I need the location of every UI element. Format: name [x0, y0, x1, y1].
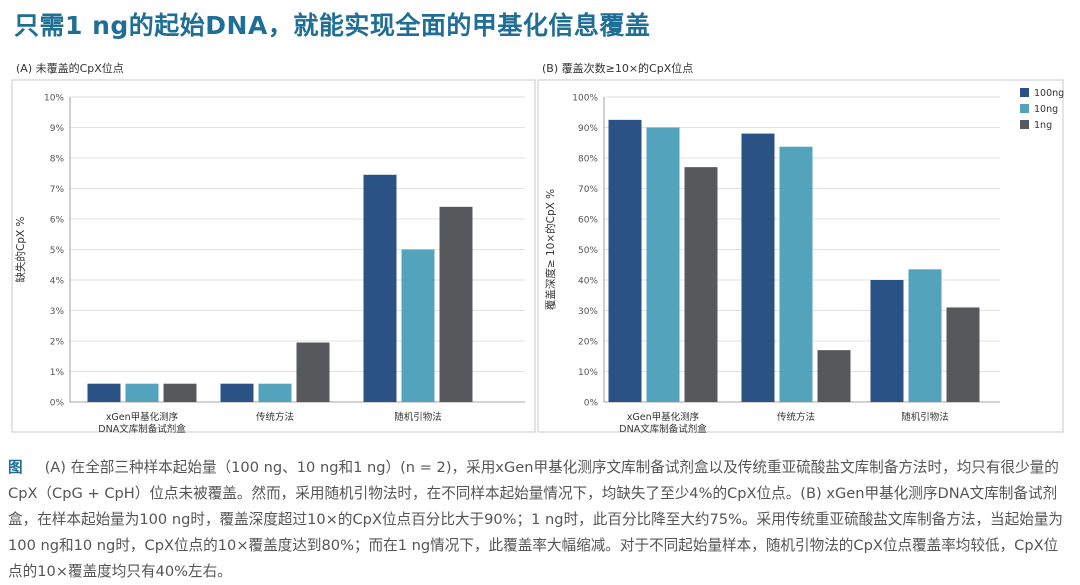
charts-canvas: (A) 未覆盖的CpX位点 0% 1% 2% 3% 4% 5% 6% 7% 8% 9% 10% 缺失的C… — [11, 61, 1064, 435]
chart-a-ytick-label: 9% — [50, 124, 65, 134]
chart-b-ytick-label: 90% — [578, 124, 598, 134]
chart-a-missing-cpx: (A) 未覆盖的CpX位点 0% 1% 2% 3% 4% 5% 6% 7% 8% 9% 10% 缺失的C… — [11, 61, 536, 435]
chart-a-bar-10ng — [401, 249, 435, 402]
chart-b-title: (B) 覆盖次数≥10×的CpX位点 — [542, 61, 693, 75]
chart-a-bar-1ng — [439, 206, 473, 402]
chart-b-bar-100ng — [608, 119, 642, 402]
chart-b-ytick-label: 0% — [584, 399, 599, 409]
chart-b-category-label: DNA文库制备试剂盒 — [619, 423, 707, 435]
chart-a-ytick-label: 2% — [50, 338, 65, 348]
chart-a-ytick-label: 5% — [50, 246, 65, 256]
chart-a-title: (A) 未覆盖的CpX位点 — [16, 61, 124, 75]
chart-b-legend-swatch-1ng — [1020, 120, 1029, 129]
page-headline: 只需1 ng的起始DNA，就能实现全面的甲基化信息覆盖 — [14, 11, 651, 40]
chart-a-category-label: 传统方法 — [256, 411, 294, 423]
chart-a-bar-10ng — [125, 383, 159, 402]
chart-a-ytick-label: 7% — [50, 185, 65, 195]
chart-b-legend-label: 100ng — [1034, 88, 1064, 99]
figure-caption: 图 (A) 在全部三种样本起始量（100 ng、10 ng和1 ng）(n = 2… — [8, 455, 1072, 585]
chart-a-ytick-label: 8% — [50, 155, 65, 165]
chart-b-legend-label: 10ng — [1034, 104, 1058, 115]
chart-b-ytick-label: 70% — [578, 185, 598, 195]
chart-b-coverage-10x: (B) 覆盖次数≥10×的CpX位点 0% 10% 20% 30% 40% 50% 60% 70… — [537, 61, 1064, 435]
chart-b-bar-1ng — [946, 307, 980, 402]
chart-a-bar-1ng — [163, 383, 197, 402]
chart-a-category-label: xGen甲基化测序 — [106, 411, 179, 423]
chart-a-bar-100ng — [220, 383, 254, 402]
chart-b-bar-100ng — [870, 280, 904, 402]
chart-b-ytick-label: 10% — [578, 368, 598, 378]
chart-b-ytick-label: 40% — [578, 277, 598, 287]
chart-b-bar-1ng — [817, 350, 851, 402]
chart-b-panel-frame — [537, 79, 1064, 433]
chart-b-ytick-label: 30% — [578, 307, 598, 317]
chart-b-legend-label: 1ng — [1034, 120, 1052, 131]
chart-b-ylabel: 覆盖深度≥ 10×的CpX % — [544, 189, 557, 310]
chart-b-bar-1ng — [684, 167, 718, 402]
chart-b-ytick-label: 20% — [578, 338, 598, 348]
chart-b-bar-10ng — [779, 146, 813, 402]
chart-b-ytick-label: 80% — [578, 155, 598, 165]
chart-b-legend-swatch-100ng — [1020, 88, 1029, 97]
chart-a-ytick-label: 3% — [50, 307, 65, 317]
chart-b-ytick-label: 100% — [572, 94, 598, 104]
chart-a-bar-1ng — [296, 342, 330, 402]
chart-a-ylabel: 缺失的CpX % — [14, 216, 27, 282]
chart-a-category-label: DNA文库制备试剂盒 — [98, 423, 186, 435]
chart-b-ytick-label: 50% — [578, 246, 598, 256]
chart-a-ytick-label: 0% — [50, 399, 65, 409]
chart-b-legend-swatch-10ng — [1020, 104, 1029, 113]
chart-a-ytick-label: 10% — [44, 94, 64, 104]
chart-a-category-label: 随机引物法 — [394, 411, 442, 423]
chart-a-ytick-label: 4% — [50, 277, 65, 287]
chart-b-category-label: 随机引物法 — [901, 411, 949, 423]
chart-b-category-label: xGen甲基化测序 — [627, 411, 700, 423]
chart-a-bar-100ng — [363, 174, 397, 402]
chart-a-ytick-label: 6% — [50, 216, 65, 226]
caption-text: (A) 在全部三种样本起始量（100 ng、10 ng和1 ng）(n = 2)… — [8, 459, 1064, 580]
chart-b-category-label: 传统方法 — [777, 411, 815, 423]
chart-a-bar-100ng — [87, 383, 121, 402]
chart-a-ytick-label: 1% — [50, 368, 65, 378]
chart-b-bar-10ng — [646, 127, 680, 402]
chart-b-ytick-label: 60% — [578, 216, 598, 226]
chart-a-bar-10ng — [258, 383, 292, 402]
chart-b-bar-100ng — [741, 133, 775, 402]
chart-b-bar-10ng — [908, 269, 942, 402]
chart-a-panel-frame — [11, 79, 536, 433]
caption-lead: 图 — [8, 459, 23, 476]
